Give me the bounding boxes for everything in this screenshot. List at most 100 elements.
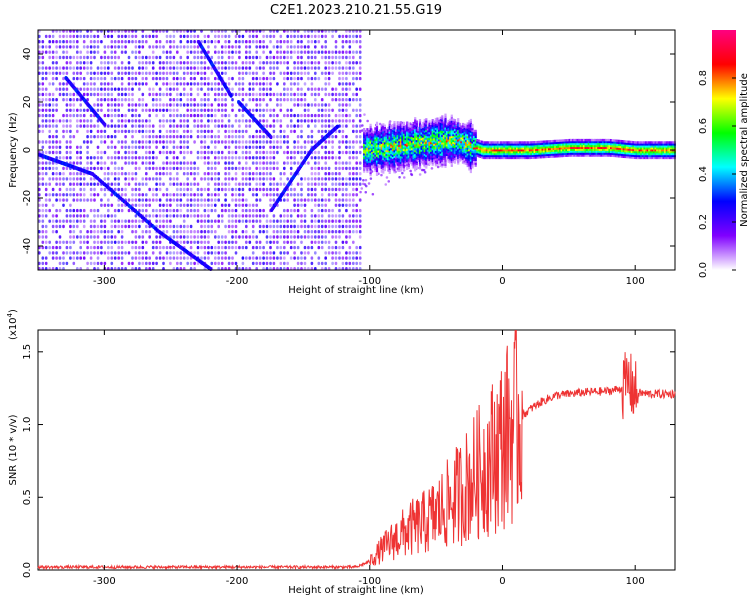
spectrogram-cell [289,256,293,260]
spectrogram-cell [44,108,48,112]
spectrogram-faint-cell [410,173,414,177]
spectrogram-cell [72,177,76,181]
spectrogram-cell [96,150,100,155]
spectrogram-ridge-cell [391,146,394,150]
spectrogram-cell [51,98,55,102]
spectrogram-cell [165,34,169,39]
spectrogram-cell [327,219,331,223]
spectrogram-cell [138,145,141,149]
spectrogram-cell [231,98,234,102]
spectrogram-cell [44,230,48,234]
spectrogram-cell [345,203,348,207]
spectrogram-cell [296,214,300,218]
spectrogram-cell [51,193,55,197]
spectrogram-cell [179,145,183,149]
spectrogram-cell [214,76,217,81]
spectrogram-cell [317,219,321,223]
spectrogram-ridge-cell [385,140,388,143]
spectrogram-cell [334,113,338,118]
spectrogram-ridge-cell [395,162,398,165]
spectrogram-cell [214,187,217,192]
spectrogram-ridge-cell [369,125,372,129]
spectrogram-ridge-cell [363,151,366,154]
spectrogram-cell [113,172,117,176]
spectrogram-ridge-cell [406,136,409,140]
spectrogram-ridge-cell [418,165,422,168]
spectrogram-ridge-cell [425,145,428,148]
spectrogram-cell [345,240,348,244]
spectrogram-cell [76,198,79,202]
spectrogram-cell [165,92,169,97]
spectrogram-cell [234,251,238,255]
spectrogram-ridge-cell [409,158,412,161]
spectrogram-cell [138,166,141,171]
spectrogram-cell [220,219,224,223]
spectrogram-cell [269,40,272,44]
spectrogram-cell [272,140,276,144]
spectrogram-cell [158,172,162,176]
spectrogram-ridge-cell [401,144,404,148]
spectrogram-cell [196,71,200,75]
spectrogram-cell [51,203,55,207]
spectrogram-cell [134,45,138,49]
spectrogram-ridge-cell [433,155,436,158]
spectrogram-cell [276,55,279,60]
spectrogram-ridge-cell [418,146,422,149]
spectrogram-cell [251,55,255,60]
spectrogram-cell [148,177,151,181]
spectrogram-cell [262,177,265,181]
spectrogram-cell [62,82,65,86]
spectrogram-cell [155,71,158,75]
spectrogram-cell [289,76,293,81]
spectrogram-cell [189,82,193,86]
spectrogram-cell [314,214,317,218]
spectrogram-cell [234,145,238,149]
spectrogram-ridge-cell [367,166,371,169]
spectrogram-cell [138,45,141,49]
spectrogram-cell [293,145,296,149]
spectrogram-ridge-cell [367,149,371,152]
spectrogram-ridge-cell [414,149,417,153]
spectrogram-ridge-cell [428,120,431,123]
spectrogram-ridge-cell [434,140,437,144]
spectrogram-cell [300,55,303,60]
spectrogram-cell [258,40,262,44]
spectrogram-cell [348,82,352,86]
spectrogram-cell [113,150,117,155]
spectrogram-cell [200,55,203,60]
spectrogram-ridge-cell [430,122,433,125]
spectrogram-cell [65,40,69,44]
spectrogram-cell [172,135,176,139]
spectrogram-ridge-cell [363,139,366,142]
spectrogram-ridge-cell [402,160,406,163]
spectrogram-ridge-cell [382,167,385,170]
spectrogram-cell [241,113,245,118]
spectrogram-cell [355,256,358,260]
spectrogram-cell [131,245,134,250]
spectrogram-cell [189,235,193,239]
spectrogram-cell [169,98,172,102]
spectrogram-ridge-cell [422,127,425,130]
spectrogram-cell [234,172,238,176]
spectrogram-cell [38,34,41,39]
spectrogram-cell [227,40,231,44]
spectrogram-ridge-cell [428,160,431,164]
spectrogram-cell [158,219,162,223]
spectrogram-cell [352,92,355,97]
spectrogram-cell [220,251,224,255]
spectrogram-cell [158,150,162,155]
spectrogram-cell [352,61,355,65]
spectrogram-cell [89,235,93,239]
spectrogram-cell [286,76,289,81]
spectrogram-cell [58,224,62,229]
spectrogram-cell [179,203,183,207]
spectrogram-cell [113,145,117,149]
spectrogram-cell [186,198,189,202]
spectrogram-cell [117,203,120,207]
spectrogram-cell [327,150,331,155]
spectrogram-cell [89,193,93,197]
spectrogram-ridge-cell [377,130,380,134]
spectrogram-ridge-cell [436,146,439,149]
spectrogram-cell [196,61,200,65]
spectrogram-cell [334,119,338,123]
